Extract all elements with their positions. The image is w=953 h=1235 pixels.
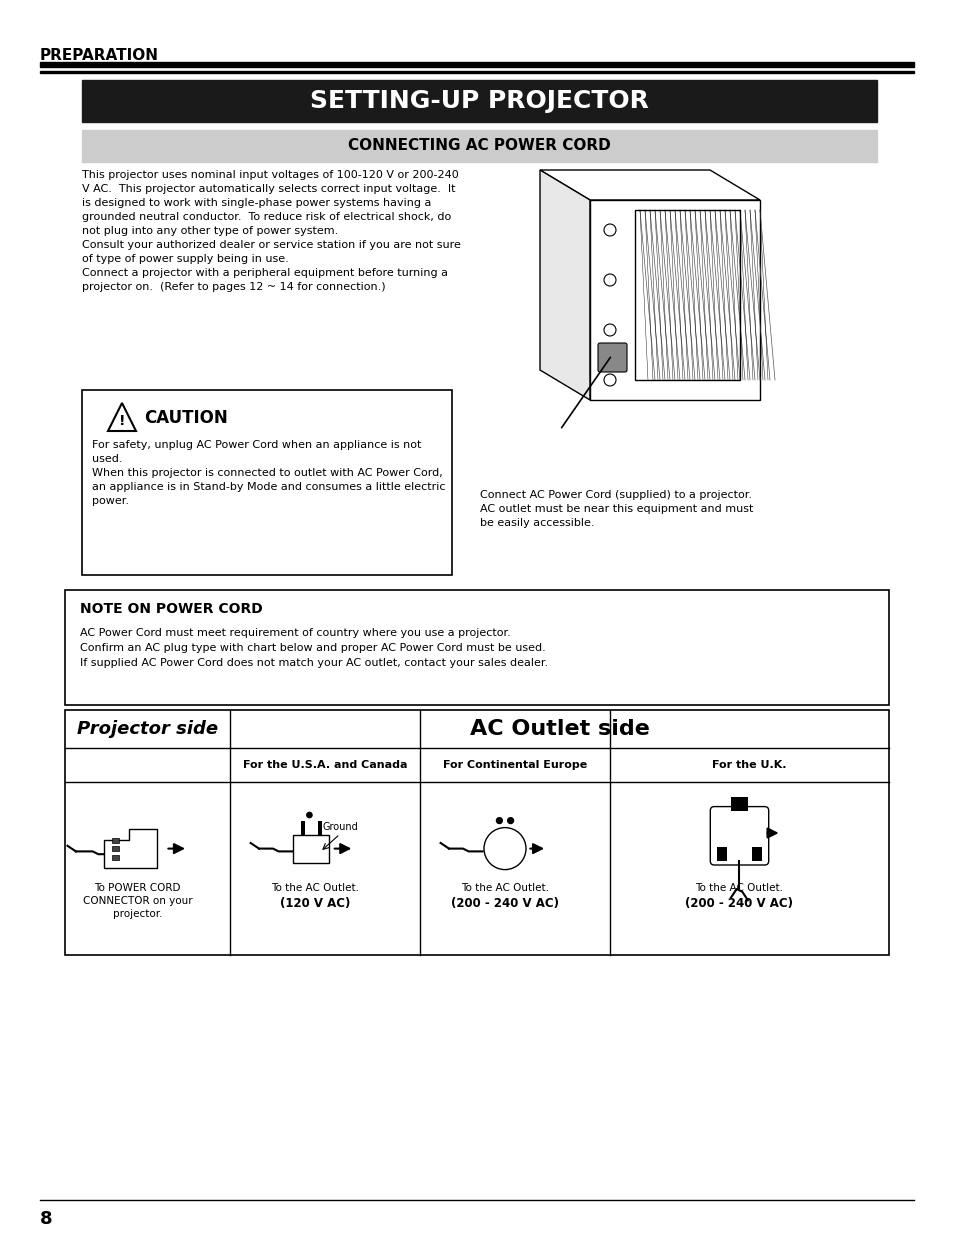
Text: Ground: Ground	[322, 823, 357, 832]
Bar	[82, 130, 876, 162]
Bar	[112, 839, 119, 844]
Text: 8: 8	[40, 1210, 52, 1228]
Circle shape	[506, 818, 514, 824]
Text: To the AC Outlet.: To the AC Outlet.	[460, 883, 548, 893]
FancyBboxPatch shape	[598, 343, 626, 372]
Bar	[635, 210, 740, 380]
Bar	[40, 62, 913, 67]
Text: For safety, unplug AC Power Cord when an appliance is not
used.
When this projec: For safety, unplug AC Power Cord when an…	[91, 440, 445, 506]
FancyBboxPatch shape	[710, 806, 768, 864]
Circle shape	[496, 818, 502, 824]
Polygon shape	[539, 170, 589, 400]
Circle shape	[306, 811, 313, 819]
Text: (200 - 240 V AC): (200 - 240 V AC)	[685, 897, 793, 910]
Text: CAUTION: CAUTION	[144, 409, 228, 427]
Text: To the AC Outlet.: To the AC Outlet.	[271, 883, 358, 893]
Text: For the U.S.A. and Canada: For the U.S.A. and Canada	[242, 760, 407, 769]
Bar	[751, 847, 761, 861]
Text: CONNECTING AC POWER CORD: CONNECTING AC POWER CORD	[348, 138, 610, 153]
Text: !: !	[118, 414, 125, 429]
Polygon shape	[104, 829, 157, 868]
Polygon shape	[539, 170, 760, 200]
Text: Connect AC Power Cord (supplied) to a projector.
AC outlet must be near this equ: Connect AC Power Cord (supplied) to a pr…	[479, 490, 753, 529]
Bar	[65, 710, 888, 955]
Text: To the AC Outlet.: To the AC Outlet.	[695, 883, 782, 893]
Text: This projector uses nominal input voltages of 100-120 V or 200-240
V AC.  This p: This projector uses nominal input voltag…	[82, 170, 460, 291]
Bar	[82, 80, 876, 122]
Polygon shape	[293, 835, 329, 862]
Bar	[82, 390, 452, 576]
Bar	[317, 820, 322, 835]
Bar	[112, 855, 119, 860]
Text: For the U.K.: For the U.K.	[712, 760, 786, 769]
Bar	[730, 797, 747, 810]
Text: For Continental Europe: For Continental Europe	[442, 760, 586, 769]
Circle shape	[483, 827, 525, 869]
Bar	[301, 820, 305, 835]
Text: PREPARATION: PREPARATION	[40, 48, 159, 63]
Bar	[65, 590, 888, 705]
Text: (200 - 240 V AC): (200 - 240 V AC)	[451, 897, 558, 910]
Text: SETTING-UP PROJECTOR: SETTING-UP PROJECTOR	[310, 89, 648, 112]
Bar	[40, 70, 913, 73]
Text: (120 V AC): (120 V AC)	[279, 897, 350, 910]
Text: AC Outlet side: AC Outlet side	[469, 719, 649, 739]
Text: To POWER CORD
CONNECTOR on your
projector.: To POWER CORD CONNECTOR on your projecto…	[83, 883, 193, 919]
Bar	[112, 846, 119, 851]
Text: AC Power Cord must meet requirement of country where you use a projector.
Confir: AC Power Cord must meet requirement of c…	[80, 629, 548, 668]
Text: Projector side: Projector side	[77, 720, 218, 739]
Bar	[589, 200, 760, 400]
Bar	[717, 847, 726, 861]
Text: NOTE ON POWER CORD: NOTE ON POWER CORD	[80, 601, 262, 616]
